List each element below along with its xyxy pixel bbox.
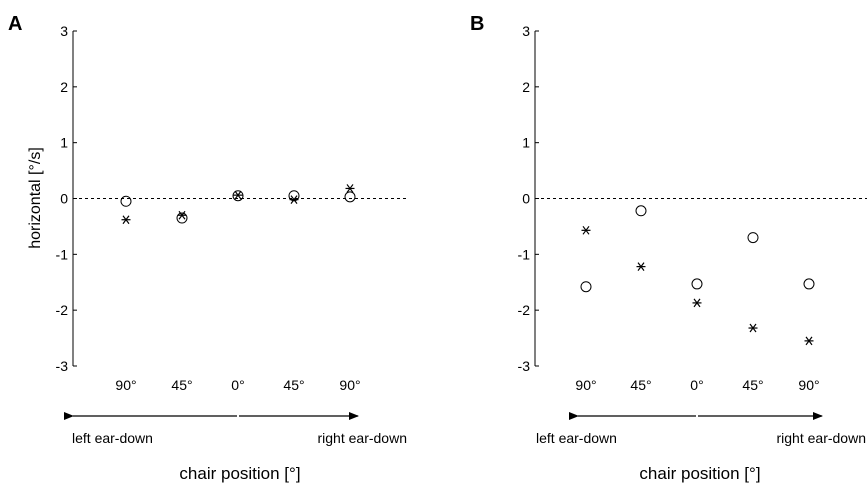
panel-letter: B bbox=[470, 13, 484, 35]
y-axis-label: horizontal [°/s] bbox=[27, 147, 44, 249]
x-tick-label: 90° bbox=[798, 377, 819, 393]
left-direction-label: left ear-down bbox=[72, 430, 153, 446]
y-tick-label: -2 bbox=[518, 302, 531, 318]
panel-letter: A bbox=[8, 13, 22, 35]
asterisk-marker bbox=[748, 323, 758, 333]
circle-marker bbox=[120, 195, 132, 207]
asterisk-marker bbox=[636, 262, 646, 271]
panel-b: B 3 2 1 0 -1 -2 -3 90° 45° 0° 45° 90° left ear-down ri… bbox=[470, 13, 867, 483]
x-axis-label: chair position [°] bbox=[639, 464, 760, 483]
x-tick-label: 0° bbox=[231, 377, 244, 393]
y-tick-label: -3 bbox=[56, 358, 69, 374]
y-tick-label: 1 bbox=[522, 135, 530, 151]
right-direction-label: right ear-down bbox=[777, 430, 867, 446]
x-tick-label: 45° bbox=[283, 377, 304, 393]
asterisk-marker bbox=[121, 215, 131, 225]
x-tick-label: 0° bbox=[690, 377, 703, 393]
circle-marker bbox=[176, 212, 188, 224]
asterisk-marker bbox=[692, 298, 702, 308]
y-tick-label: 2 bbox=[522, 79, 530, 95]
y-tick-label: -1 bbox=[518, 246, 531, 262]
y-tick-label: 0 bbox=[60, 191, 68, 207]
right-direction-label: right ear-down bbox=[318, 430, 408, 446]
circle-marker bbox=[635, 205, 647, 217]
asterisk-marker bbox=[289, 195, 299, 204]
asterisk-marker bbox=[804, 336, 814, 346]
x-tick-label: 45° bbox=[742, 377, 763, 393]
circle-marker bbox=[344, 191, 356, 203]
y-tick-label: -3 bbox=[518, 358, 531, 374]
y-tick-label: 1 bbox=[60, 135, 68, 151]
y-tick-label: 2 bbox=[60, 79, 68, 95]
y-tick-label: -1 bbox=[56, 246, 69, 262]
x-tick-label: 45° bbox=[171, 377, 192, 393]
asterisk-marker bbox=[581, 225, 591, 235]
y-tick-label: -2 bbox=[56, 302, 69, 318]
circle-marker bbox=[232, 190, 244, 202]
x-tick-label: 90° bbox=[115, 377, 136, 393]
y-tick-label: 0 bbox=[522, 191, 530, 207]
left-direction-label: left ear-down bbox=[536, 430, 617, 446]
x-axis-label: chair position [°] bbox=[179, 464, 300, 483]
circle-marker bbox=[288, 190, 300, 202]
asterisk-marker bbox=[233, 190, 243, 200]
x-tick-label: 90° bbox=[575, 377, 596, 393]
y-tick-label: 3 bbox=[522, 23, 530, 39]
x-tick-label: 90° bbox=[339, 377, 360, 393]
asterisk-marker bbox=[177, 210, 187, 220]
circle-marker bbox=[803, 278, 815, 290]
circle-marker bbox=[747, 232, 759, 244]
circle-marker bbox=[580, 281, 592, 293]
x-tick-label: 45° bbox=[630, 377, 651, 393]
asterisk-marker bbox=[345, 184, 355, 193]
panel-a: A 3 2 1 0 -1 -2 -3 90° 45° 0° 45° 90° left ear-down ri… bbox=[8, 13, 407, 483]
y-tick-label: 3 bbox=[60, 23, 68, 39]
circle-marker bbox=[691, 278, 703, 290]
